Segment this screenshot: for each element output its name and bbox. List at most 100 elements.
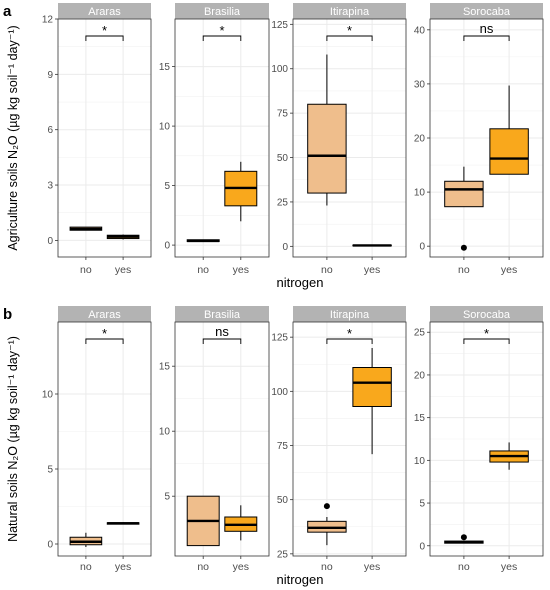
y-tick-label: 12 <box>42 15 54 26</box>
panel-background <box>293 322 406 556</box>
significance-bracket <box>202 338 242 344</box>
facet-strip <box>58 306 151 322</box>
box-no <box>69 226 103 231</box>
y-axis-label: Natural soils N₂O (µg kg soil⁻¹ day⁻¹) <box>6 336 20 542</box>
significance-bracket <box>85 35 124 41</box>
significance-bracket <box>463 338 510 344</box>
y-tick-label: 10 <box>414 456 426 467</box>
panel-background <box>58 322 151 556</box>
y-tick-label: 100 <box>271 387 288 398</box>
panel-label-a: a <box>3 3 12 20</box>
y-tick-label: 75 <box>277 109 289 120</box>
y-tick-label: 0 <box>419 242 425 253</box>
y-tick-label: 25 <box>414 328 426 339</box>
facet-araras: Araras 0 5 10 * no yes <box>42 306 152 573</box>
significance-bracket <box>326 35 373 41</box>
box-yes <box>224 505 258 541</box>
y-tick-label: 25 <box>277 549 289 560</box>
y-tick-label: 10 <box>159 427 171 438</box>
x-tick-label: no <box>197 264 209 276</box>
significance-label: ns <box>480 21 494 36</box>
y-tick-label: 0 <box>47 236 53 247</box>
y-tick-label: 0 <box>419 541 425 552</box>
significance-bracket <box>463 35 510 41</box>
facet-strip <box>293 3 406 19</box>
y-tick-label: 30 <box>414 79 426 90</box>
panel-border <box>429 18 544 258</box>
box-iqr <box>352 367 392 407</box>
panel-background <box>175 19 269 257</box>
significance-label: * <box>102 326 107 341</box>
y-tick-label: 0 <box>282 242 288 253</box>
significance-bracket <box>326 338 373 344</box>
y-tick-label: 100 <box>271 64 288 75</box>
y-tick-label: 3 <box>47 181 53 192</box>
facet-strip-label: Sorocaba <box>463 309 511 321</box>
y-tick-label: 0 <box>47 540 53 551</box>
y-tick-label: 20 <box>414 134 426 145</box>
panel-border <box>292 321 407 557</box>
x-axis-label: nitrogen <box>277 275 324 290</box>
x-tick-label: no <box>80 561 92 573</box>
box-no <box>444 166 484 251</box>
significance-label: * <box>484 326 489 341</box>
significance-bracket <box>202 35 242 41</box>
y-tick-label: 15 <box>159 62 171 73</box>
significance-label: * <box>102 23 107 38</box>
facet-strip-label: Araras <box>88 6 121 18</box>
x-tick-label: no <box>321 264 333 276</box>
y-tick-label: 125 <box>271 333 288 344</box>
y-tick-label: 10 <box>159 122 171 133</box>
y-tick-label: 5 <box>47 465 53 476</box>
x-tick-label: no <box>321 561 333 573</box>
facet-strip-label: Brasilia <box>204 309 241 321</box>
y-tick-label: 20 <box>414 370 426 381</box>
x-tick-label: yes <box>364 264 380 276</box>
panel-border <box>57 321 152 557</box>
facet-strip <box>175 306 269 322</box>
facet-brasilia: Brasilia 5 10 15 ns no yes <box>159 306 270 573</box>
y-tick-label: 5 <box>419 499 425 510</box>
facet-strip <box>58 3 151 19</box>
facet-itirapina: Itirapina 25 50 75 100 125 * no yes <box>271 306 407 573</box>
facet-strip-label: Brasilia <box>204 6 241 18</box>
box-no <box>444 534 484 544</box>
x-tick-label: no <box>197 561 209 573</box>
significance-label: * <box>219 23 224 38</box>
x-tick-label: yes <box>233 561 249 573</box>
facet-strip-label: Sorocaba <box>463 6 511 18</box>
box-yes <box>106 234 140 240</box>
box-no <box>307 54 347 206</box>
facet-strip-label: Itirapina <box>330 6 370 18</box>
y-tick-label: 25 <box>277 197 289 208</box>
box-iqr <box>444 180 484 208</box>
y-tick-label: 5 <box>164 492 170 503</box>
facet-strip-label: Itirapina <box>330 309 370 321</box>
y-tick-label: 50 <box>277 153 289 164</box>
x-tick-label: yes <box>501 561 517 573</box>
box-yes <box>489 85 529 175</box>
facet-strip <box>430 3 543 19</box>
x-tick-label: yes <box>233 264 249 276</box>
y-tick-label: 75 <box>277 441 289 452</box>
facet-araras: Araras 0 3 6 9 12 * no yes <box>42 3 152 276</box>
facet-sorocaba: Sorocaba 0 10 20 30 40 ns no yes <box>414 3 544 276</box>
panel-border <box>292 18 407 258</box>
box-yes <box>106 522 140 525</box>
significance-bracket <box>85 338 124 344</box>
x-axis-label: nitrogen <box>277 572 324 587</box>
significance-label: * <box>347 326 352 341</box>
x-tick-label: no <box>458 264 470 276</box>
x-tick-label: no <box>458 561 470 573</box>
y-tick-label: 9 <box>47 70 53 81</box>
facet-strip <box>175 3 269 19</box>
facet-strip-label: Araras <box>88 309 121 321</box>
box-no <box>186 239 220 243</box>
box-no <box>69 532 103 547</box>
y-axis-label: Agriculture soils N₂O (µg kg soil⁻¹ day⁻… <box>6 25 20 250</box>
y-tick-label: 10 <box>414 188 426 199</box>
outlier-point <box>460 244 467 251</box>
box-no <box>307 503 347 546</box>
x-tick-label: no <box>80 264 92 276</box>
panel-border <box>57 18 152 258</box>
